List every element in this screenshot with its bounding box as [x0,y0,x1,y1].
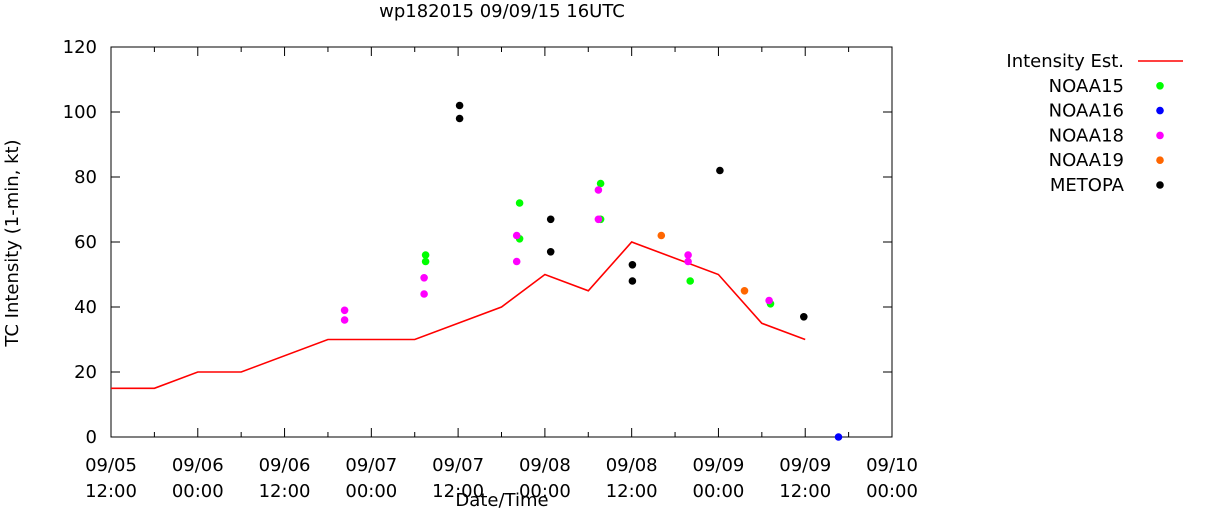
x-tick-label-date: 09/06 [259,455,311,476]
data-point-noaa18 [684,257,692,266]
plot-frame [110,46,893,438]
data-point-noaa18 [420,290,428,298]
legend: Intensity Est. NOAA15 NOAA16 NOAA18 NOAA19 ME… [1006,51,1183,196]
y-tick-label: 80 [74,167,97,188]
y-tick-label: 120 [63,37,97,58]
y-axis: 0 20 40 60 80 100 120 [63,37,892,448]
y-tick-label: 40 [74,297,97,318]
data-point-noaa15 [515,199,524,207]
x-tick-label-time: 12:00 [432,481,484,502]
legend-label-noaa16: NOAA16 [1049,101,1124,122]
data-point-metopa [628,261,637,269]
data-point-noaa16 [834,433,843,441]
data-point-noaa15 [686,277,694,285]
x-tick-label-time: 12:00 [606,481,658,502]
x-axis-label: Date/Time [455,490,548,509]
data-point-noaa18 [512,231,521,240]
x-tick-label-date: 09/07 [345,455,397,476]
data-point-noaa18 [420,274,428,282]
data-point-noaa15 [421,251,430,259]
data-point-noaa19 [657,231,666,240]
x-tick-label-time: 00:00 [172,481,224,502]
y-tick-label: 60 [74,232,97,253]
data-point-noaa15 [596,179,605,188]
data-point-noaa18 [340,306,349,315]
legend-label-noaa19: NOAA19 [1049,150,1124,171]
x-tick-label-time: 12:00 [779,481,831,502]
data-point-noaa18 [340,316,349,324]
data-point-noaa15 [421,257,430,266]
x-tick-label-time: 12:00 [259,481,311,502]
x-tick-label-time: 00:00 [519,481,571,502]
x-tick-label-time: 00:00 [693,481,745,502]
data-point-metopa [546,215,555,224]
legend-label-noaa18: NOAA18 [1049,125,1124,146]
y-axis-label: TC Intensity (1-min, kt) [2,139,23,347]
legend-label-intensity-est: Intensity Est. [1006,51,1124,72]
legend-label-noaa15: NOAA15 [1049,76,1124,97]
data-point-noaa18 [594,186,603,194]
data-point-metopa [628,277,637,285]
series-line-intensity-est [111,241,806,390]
x-tick-label-date: 09/09 [779,455,831,476]
y-tick-label: 20 [74,362,97,383]
legend-swatch-noaa16 [1156,106,1164,115]
x-tick-label-time: 12:00 [85,481,137,502]
legend-swatch-noaa18 [1156,131,1164,140]
data-point-noaa18 [512,257,521,266]
legend-label-metopa: METOPA [1050,175,1125,196]
y-tick-label: 0 [86,427,97,448]
x-tick-label-date: 09/10 [866,455,918,476]
x-tick-label-time: 00:00 [345,481,397,502]
legend-swatch-metopa [1156,181,1164,189]
data-point-noaa18 [594,215,603,224]
data-point-metopa [455,101,464,110]
legend-swatch-noaa15 [1156,82,1164,90]
data-point-noaa18 [684,251,692,259]
data-point-noaa18 [765,296,773,305]
plot-marks [111,101,843,441]
data-point-metopa [455,114,464,123]
x-tick-label-date: 09/07 [432,455,484,476]
data-point-metopa [716,166,724,175]
x-tick-label-date: 09/06 [172,455,224,476]
chart-title: wp182015 09/09/15 16UTC [379,1,625,22]
x-axis: 09/05 12:00 09/06 00:00 09/06 12:00 09/07 00:00… [85,47,918,502]
x-tick-label-time: 00:00 [866,481,918,502]
x-tick-label-date: 09/08 [606,455,658,476]
y-tick-label: 100 [63,102,97,123]
data-point-metopa [800,313,808,321]
x-tick-label-date: 09/05 [85,455,137,476]
x-tick-label-date: 09/08 [519,455,571,476]
legend-swatch-noaa19 [1156,156,1164,164]
data-point-metopa [546,248,555,256]
data-point-noaa19 [740,287,749,295]
x-tick-label-date: 09/09 [693,455,745,476]
